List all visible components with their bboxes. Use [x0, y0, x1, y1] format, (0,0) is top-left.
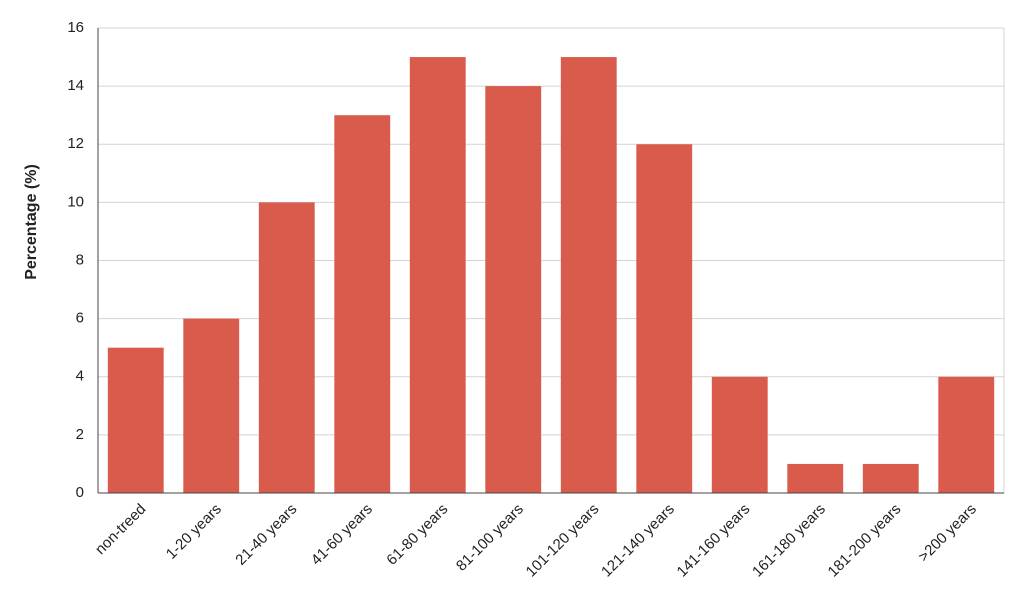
bar [183, 318, 240, 493]
y-tick-label: 6 [76, 310, 84, 327]
x-tick-label: 61-80 years [383, 501, 451, 569]
bar [862, 463, 919, 493]
bar [938, 376, 995, 493]
x-tick-label: 141-160 years [674, 501, 754, 581]
y-axis-label: Percentage (%) [23, 164, 40, 280]
x-tick-label: 121-140 years [598, 501, 678, 581]
bar [485, 86, 542, 493]
x-tick-label: 21-40 years [232, 501, 300, 569]
x-tick-label: 41-60 years [308, 501, 376, 569]
bar [711, 376, 768, 493]
y-tick-label: 12 [67, 135, 84, 152]
x-tick-label: 161-180 years [749, 501, 829, 581]
y-tick-label: 14 [67, 77, 84, 94]
bar [107, 347, 164, 493]
x-tick-label: 101-120 years [523, 501, 603, 581]
y-tick-label: 4 [76, 368, 84, 385]
x-tick-label: 1-20 years [163, 501, 225, 563]
y-tick-label: 2 [76, 426, 84, 443]
bar [334, 115, 391, 493]
bar [409, 57, 466, 493]
bar [787, 463, 844, 493]
y-tick-label: 10 [67, 193, 84, 210]
x-tick-label: 81-100 years [453, 501, 527, 575]
bar [560, 57, 617, 493]
x-tick-label: 181-200 years [825, 501, 905, 581]
x-tick-label: non-treed [92, 501, 149, 558]
bar [636, 144, 693, 493]
y-tick-label: 8 [76, 251, 84, 268]
x-tick-label: >200 years [915, 501, 980, 566]
bar [258, 202, 315, 493]
y-tick-label: 16 [67, 19, 84, 36]
y-tick-label: 0 [76, 484, 84, 501]
